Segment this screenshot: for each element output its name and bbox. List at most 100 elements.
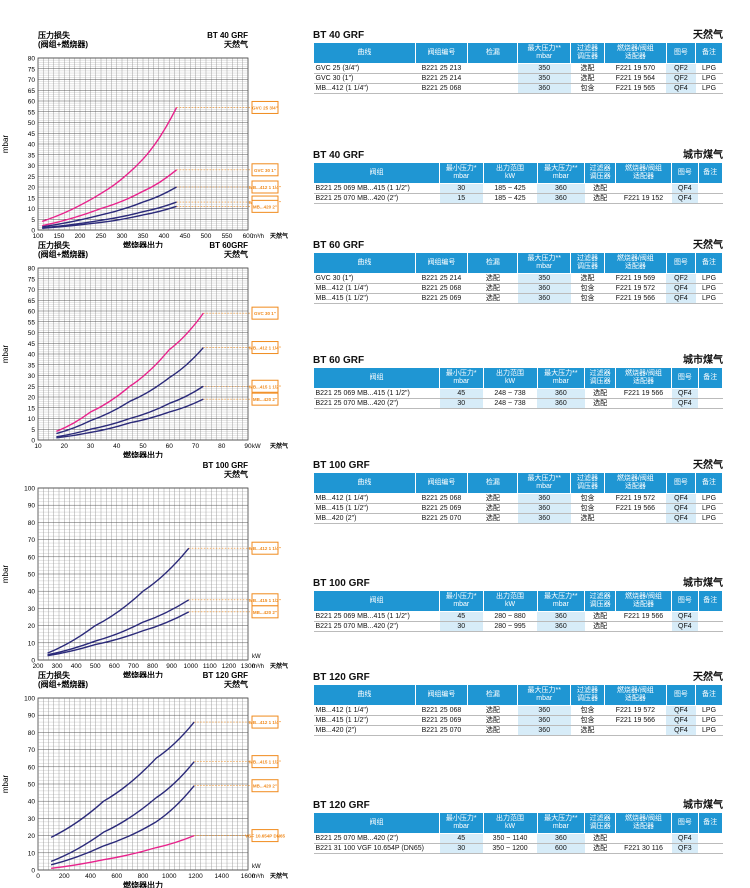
y-axis-label: mbar (1, 775, 10, 794)
table-header-cell: 最大压力** mbar (517, 684, 572, 706)
table-cell: 45 (439, 833, 484, 844)
y-tick-label: 25 (28, 384, 36, 391)
section-model-title: BT 100 GRF (313, 460, 370, 471)
table-cell: QF2 (666, 273, 696, 284)
table-cell: 包含 (570, 83, 605, 94)
table-cell: LPG (695, 73, 723, 84)
table-cell: 248 ~ 738 (483, 398, 538, 409)
x-tick-label: 700 (128, 663, 139, 670)
chart-title: 压力损失 (38, 30, 71, 40)
x-tick-label: 550 (222, 233, 233, 240)
table-cell: QF4 (671, 621, 699, 632)
table-cell: 248 ~ 738 (483, 388, 538, 399)
table-cell: 360 (537, 398, 585, 409)
y-tick-label: 30 (28, 163, 36, 170)
table-cell: QF4 (671, 611, 699, 622)
table-cell: 360 (537, 833, 585, 844)
table-cell: 45 (439, 611, 484, 622)
table-cell: 360 (517, 715, 571, 726)
table-cell: 选配 (570, 63, 605, 74)
table-cell: 包含 (570, 503, 605, 514)
table-cell: GVC 30 (1") (313, 73, 416, 84)
x-tick-label: 300 (117, 233, 128, 240)
table-cell: B221 25 069 MB...415 (1 1/2") (313, 388, 440, 399)
valve-table: 阀组 最小压力* mbar 出力范围 kW 最大压力** mbar 过滤器 调压器 燃烧器/阀组适… (312, 812, 724, 854)
x-tick-label: 1200 (188, 873, 203, 880)
table-header-cell: 备注 (695, 252, 723, 274)
y-tick-label: 60 (28, 764, 36, 771)
y-tick-label: 40 (28, 352, 36, 359)
table-cell: B221 25 069 (415, 503, 468, 514)
table-cell: 选配 (467, 283, 518, 294)
y-tick-label: 20 (28, 623, 36, 630)
y-tick-label: 40 (28, 799, 36, 806)
table-header-cell: 最小压力* mbar (439, 590, 484, 612)
table-cell: 选配 (467, 513, 518, 524)
table-cell: 350 ~ 1140 (483, 833, 538, 844)
table-header-cell: 最大压力** mbar (536, 590, 586, 612)
chart-subtitle: (阀组+燃烧器) (38, 249, 88, 259)
table-header-cell: 燃烧器/阀组 适配器 (614, 590, 673, 612)
chart-svg: 压力损失(阀组+燃烧器)BT 120 GRF天然气010203040506070… (1, 670, 288, 888)
table-cell: QF4 (666, 293, 696, 304)
y-tick-label: 0 (31, 868, 35, 875)
curve-tag: MB...412 1 1/4" (249, 541, 281, 555)
table-header-cell: 出力范围 kW (482, 812, 538, 834)
pressure-loss-chart-c60: 压力损失 (阀组+燃烧器) BT 60GRF 天然气 0 5 10 15 20 25 30 35 40 4… (0, 240, 290, 458)
curve-tag-text: MB...415 1 1/2" (249, 384, 281, 389)
x-tick-label: 500 (201, 233, 212, 240)
curve-tag-text: MB...415 1 1/2" (249, 760, 281, 765)
y-tick-label: 20 (28, 395, 36, 402)
table-header-cell: 过滤器 调压器 (584, 162, 616, 184)
table-cell: B221 25 070 MB...420 (2") (313, 833, 440, 844)
curve-tag-box (251, 605, 279, 619)
y-tick-label: 50 (28, 572, 36, 579)
table-cell: 包含 (570, 493, 605, 504)
table-cell (698, 388, 723, 399)
table-header-cell: 最大压力** mbar (536, 367, 586, 389)
table-cell: B221 25 069 (415, 293, 468, 304)
table-cell: F221 19 566 (615, 388, 672, 399)
table-cell: 350 (517, 63, 571, 74)
table-cell: 30 (439, 843, 484, 854)
curve-tag: GVC 30 1" (251, 306, 279, 320)
table-cell: 选配 (467, 715, 518, 726)
chart-title: 压力损失 (38, 240, 71, 250)
table-header-row: 阀组 最小压力* mbar 出力范围 kW 最大压力** mbar 过滤器 调压器 燃烧器/阀组适… (312, 162, 724, 184)
chart-gas-type: 天然气 (224, 469, 248, 479)
curve-tag: MB...420 2" (251, 605, 279, 619)
y-tick-label: 30 (28, 606, 36, 613)
x-axis-label: 燃烧器出力 (123, 880, 163, 888)
table-row: B221 31 100 VGF 10.654P (DN65) 30 350 ~ 12… (313, 843, 723, 854)
table-cell: 选配 (584, 388, 616, 399)
curve-tag: MB...420 2" (251, 199, 279, 213)
x-tick-label: 350 (138, 233, 149, 240)
table-header-cell: 图号 (671, 367, 699, 389)
table-header-cell: 燃烧器/阀组 适配器 (614, 812, 673, 834)
table-header-cell: 阀组编号 (414, 252, 469, 274)
table-cell: 360 (517, 705, 571, 716)
table-cell: B221 25 070 MB...420 (2") (313, 621, 440, 632)
curve-tag-text: GVC 30 1" (254, 311, 276, 316)
table-header-cell: 备注 (695, 684, 723, 706)
table-cell (467, 73, 518, 84)
table-row: B221 25 069 MB...415 (1 1/2") 45 280 ~ 880… (313, 611, 723, 622)
table-row: MB...415 (1 1/2") B221 25 069 选配 360 包含 F221 … (313, 293, 723, 304)
table-cell: LPG (695, 715, 723, 726)
y-tick-label: 100 (24, 486, 35, 493)
section-gas-type: 城市煤气 (683, 355, 723, 366)
table-cell (698, 621, 723, 632)
x-tick-label: 150 (54, 233, 65, 240)
table-cell (698, 843, 723, 854)
y-tick-label: 80 (28, 56, 36, 63)
table-header-cell: 图号 (665, 42, 697, 64)
unit-label: m³/h (252, 874, 264, 880)
curve-tag: MB...415 1 1/2" (249, 593, 281, 607)
y-tick-label: 50 (28, 782, 36, 789)
table-cell: 选配 (570, 513, 605, 524)
table-header-cell: 燃烧器/阀组 适配器 (603, 684, 667, 706)
table-row: MB...412 (1 1/4") B221 25 068 选配 360 包含 F221 … (313, 493, 723, 504)
table-cell: B221 25 069 MB...415 (1 1/2") (313, 611, 440, 622)
curve-tag-box (251, 379, 279, 393)
